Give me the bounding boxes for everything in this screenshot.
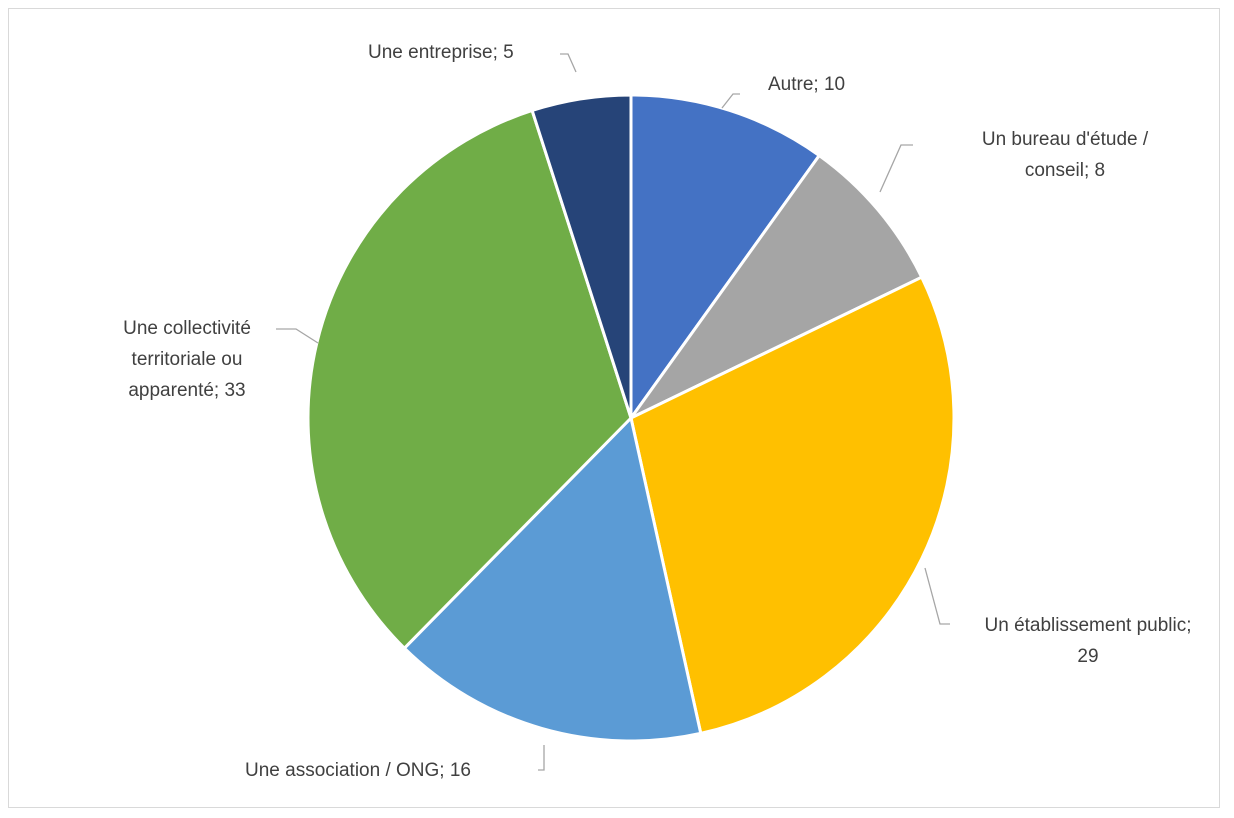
slice-label-3: Un établissement public; 29 bbox=[985, 615, 1192, 667]
slice-label-line: Une collectivité bbox=[123, 318, 251, 339]
leader-line-4 bbox=[538, 745, 545, 771]
slice-label-line: 29 bbox=[1077, 646, 1098, 667]
slice-label-line: apparenté; 33 bbox=[128, 380, 245, 401]
pie-slice-2 bbox=[629, 154, 924, 420]
slice-label-line: Une association / ONG; 16 bbox=[245, 760, 471, 781]
slice-label-line: territoriale ou bbox=[132, 349, 243, 370]
pie-slice-3 bbox=[629, 275, 956, 735]
pie-slice-1 bbox=[629, 93, 821, 420]
pie-slice-6 bbox=[530, 93, 633, 420]
leader-line-3 bbox=[924, 567, 950, 625]
pie-slice-5 bbox=[306, 109, 633, 650]
leader-line-6 bbox=[560, 53, 577, 73]
slice-label-line: Un établissement public; bbox=[985, 615, 1192, 636]
leader-line-5 bbox=[276, 328, 319, 344]
slice-label-line: Un bureau d'étude / bbox=[982, 129, 1149, 150]
slice-label-line: conseil; 8 bbox=[1025, 160, 1105, 181]
slice-label-1: Autre; 10 bbox=[768, 74, 845, 95]
slice-label-6: Une entreprise; 5 bbox=[368, 42, 514, 63]
leader-line-2 bbox=[879, 144, 913, 193]
slice-label-5: Une collectivité territoriale ou apparenté… bbox=[123, 318, 251, 401]
slice-label-4: Une association / ONG; 16 bbox=[245, 760, 471, 781]
slice-label-line: Une entreprise; 5 bbox=[368, 42, 514, 63]
slice-label-line: Autre; 10 bbox=[768, 74, 845, 95]
slice-label-2: Un bureau d'étude / conseil; 8 bbox=[982, 129, 1149, 181]
leader-line-1 bbox=[721, 93, 740, 109]
pie-slice-4 bbox=[402, 416, 703, 743]
